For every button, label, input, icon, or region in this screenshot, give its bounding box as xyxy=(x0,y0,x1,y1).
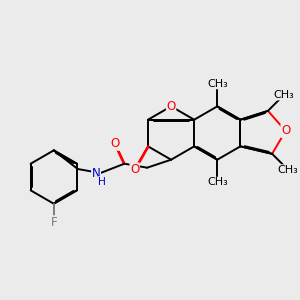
Text: F: F xyxy=(50,216,57,229)
Text: CH₃: CH₃ xyxy=(278,165,298,175)
Text: O: O xyxy=(130,163,139,176)
Text: CH₃: CH₃ xyxy=(207,79,228,89)
Text: O: O xyxy=(110,137,120,150)
Text: CH₃: CH₃ xyxy=(274,90,294,100)
Text: O: O xyxy=(167,100,176,113)
Text: O: O xyxy=(281,124,290,137)
Text: CH₃: CH₃ xyxy=(207,177,228,188)
Text: H: H xyxy=(98,177,106,187)
Text: N: N xyxy=(92,167,100,179)
